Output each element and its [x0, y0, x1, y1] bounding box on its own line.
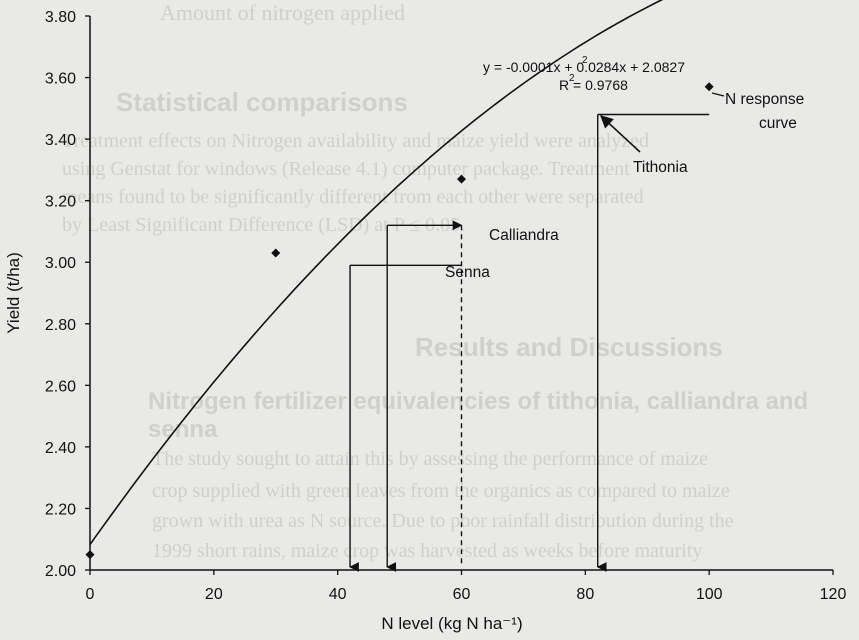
equation-superscript: 2	[582, 55, 588, 66]
x-tick-label: 80	[576, 586, 594, 603]
x-tick-label: 40	[329, 586, 347, 603]
equivalence-lines	[349, 113, 710, 572]
axes: 2.00 2.20 2.40 2.60 2.80 3.00 3.20 3.40 3.60 3.80…	[4, 9, 846, 633]
y-tick-label: 3.80	[45, 9, 76, 26]
x-tick-label: 60	[453, 586, 471, 603]
x-tick-label: 100	[696, 586, 723, 603]
y-tick-label: 2.40	[45, 440, 76, 457]
y-tick-label: 2.60	[45, 378, 76, 395]
data-points	[85, 82, 714, 560]
annotation-label: curve	[759, 115, 797, 132]
x-tick-label: 0	[86, 586, 95, 603]
y-tick-label: 2.00	[45, 563, 76, 580]
y-axis-label: Yield (t/ha)	[4, 252, 23, 334]
data-point	[271, 248, 281, 258]
annotation-label: Tithonia	[633, 159, 688, 176]
y-tick-label: 3.40	[45, 132, 76, 149]
annotation-label: N response	[725, 91, 804, 108]
data-point	[85, 550, 95, 560]
y-tick-label: 3.60	[45, 71, 76, 88]
x-tick-label: 120	[820, 586, 847, 603]
tithonia-arrow	[600, 115, 641, 153]
equation-label: y = -0.0001x + 0.0284x + 2.0827	[483, 59, 685, 75]
y-tick-label: 2.20	[45, 501, 76, 518]
data-point	[457, 174, 466, 184]
y-tick-label: 3.20	[45, 194, 76, 211]
r2-superscript: 2	[569, 73, 575, 84]
y-tick-label: 2.80	[45, 317, 76, 334]
annotation-label: Senna	[445, 264, 490, 281]
annotation-label: Calliandra	[489, 227, 559, 244]
x-tick-label: 20	[205, 586, 223, 603]
x-axis-label: N level (kg N ha⁻¹)	[381, 614, 522, 633]
y-tick-label: 3.00	[45, 255, 76, 272]
fit-curve	[89, 0, 664, 545]
annotation-pointer	[711, 92, 725, 97]
r2-label: R = 0.9768	[559, 77, 628, 93]
data-point	[704, 82, 714, 92]
